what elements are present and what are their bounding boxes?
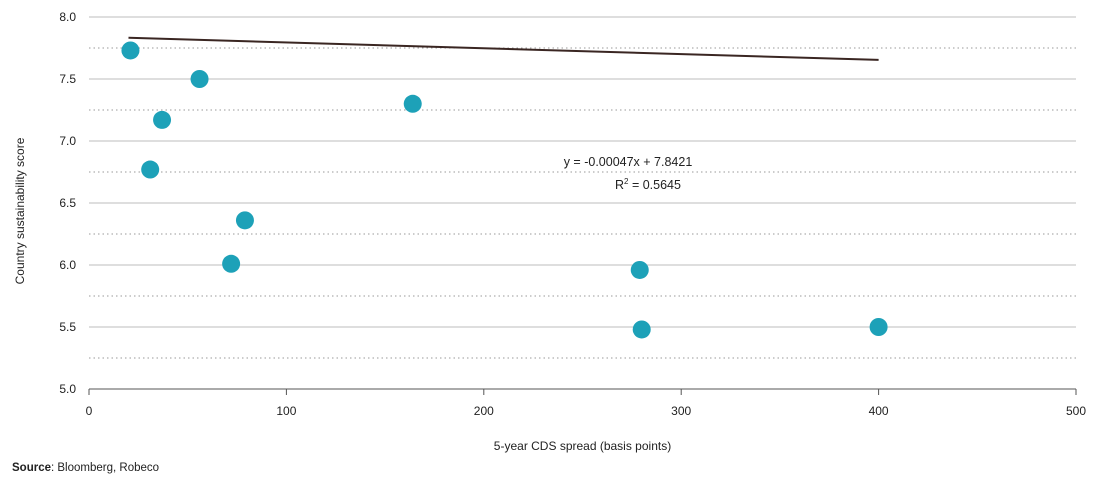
r-squared-value: = 0.5645 [628, 178, 681, 192]
data-point [632, 320, 651, 339]
source-text: : Bloomberg, Robeco [51, 462, 160, 474]
x-tick-label: 400 [869, 404, 889, 418]
source-label: Source [12, 462, 51, 474]
r-squared-label: R2 = 0.5645 [615, 177, 681, 192]
data-point [869, 318, 888, 336]
trendline [128, 36, 879, 61]
y-tick-label: 7.0 [59, 134, 76, 148]
data-point [235, 211, 254, 230]
y-tick-label: 6.5 [59, 196, 76, 210]
data-point [121, 41, 140, 60]
data-points [121, 41, 888, 339]
y-tick-label: 8.0 [59, 10, 76, 24]
x-tick-label: 100 [276, 404, 296, 418]
r-squared-superscript: 2 [624, 177, 629, 186]
y-tick-label: 7.5 [59, 72, 76, 86]
x-tick-label: 300 [671, 404, 691, 418]
x-tick-label: 0 [86, 404, 93, 418]
trendline-equation: y = -0.00047x + 7.8421 [564, 155, 693, 169]
y-tick-label: 5.5 [59, 320, 76, 334]
data-point [630, 260, 649, 279]
source-note: Source: Bloomberg, Robeco [12, 462, 159, 474]
data-point [190, 70, 209, 88]
data-point [403, 94, 422, 113]
axes [88, 388, 1077, 395]
data-point [222, 254, 241, 273]
data-point [141, 160, 160, 179]
x-tick-label: 200 [474, 404, 494, 418]
y-tick-label: 6.0 [59, 258, 76, 272]
y-tick-labels: 5.0 5.5 6.0 6.5 7.0 7.5 8.0 [59, 10, 76, 396]
r-squared-prefix: R [615, 178, 624, 192]
y-tick-label: 5.0 [59, 382, 76, 396]
data-point [153, 110, 172, 129]
grid-lines [89, 16, 1076, 359]
x-tick-label: 500 [1066, 404, 1086, 418]
x-tick-labels: 0 100 200 300 400 500 [86, 404, 1087, 418]
y-axis-label: Country sustainability score [13, 137, 27, 284]
x-axis-label: 5-year CDS spread (basis points) [494, 439, 671, 453]
